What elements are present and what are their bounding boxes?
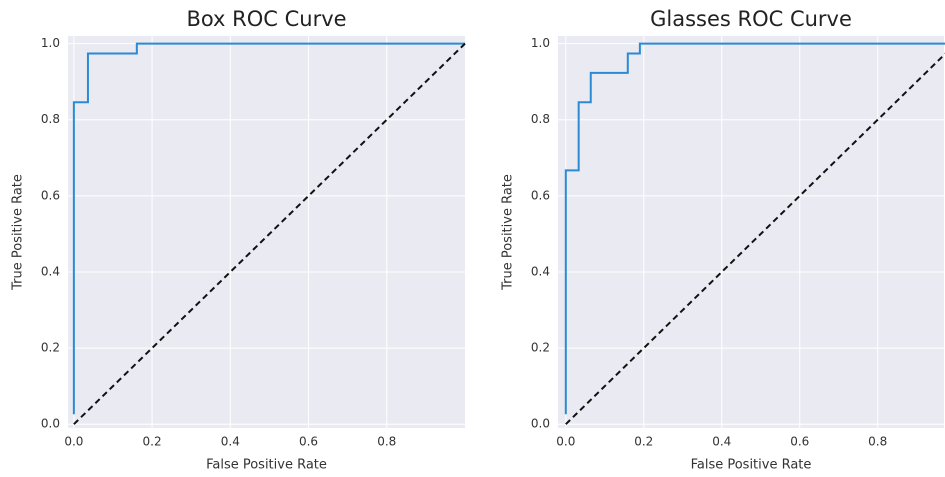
chart-title: Box ROC Curve: [186, 7, 346, 31]
x-tick-label: 0.0: [64, 435, 83, 449]
y-tick-label: 0.6: [41, 188, 60, 202]
y-tick-label: 0.4: [41, 264, 60, 278]
y-tick-label: 0.8: [41, 112, 60, 126]
x-tick-label: 0.4: [712, 435, 731, 449]
x-tick-label: 0.8: [868, 435, 887, 449]
y-tick-label: 0.0: [41, 417, 60, 431]
y-tick-label: 0.2: [41, 341, 60, 355]
x-tick-label: 0.6: [299, 435, 318, 449]
y-tick-label: 0.6: [531, 188, 550, 202]
x-tick-label: 0.2: [143, 435, 162, 449]
y-tick-label: 0.4: [531, 264, 550, 278]
y-axis-label: True Positive Rate: [501, 174, 516, 291]
x-tick-label: 0.6: [790, 435, 809, 449]
x-tick-label: 0.0: [556, 435, 575, 449]
x-tick-label: 0.8: [377, 435, 396, 449]
roc-curve: [72, 42, 465, 415]
x-axis-label: False Positive Rate: [691, 458, 812, 473]
y-tick-label: 0.2: [531, 341, 550, 355]
y-tick-label: 1.0: [531, 36, 550, 50]
reference-line: [73, 42, 466, 425]
reference-line: [565, 52, 945, 425]
y-tick-label: 0.8: [531, 112, 550, 126]
y-tick-label: 1.0: [41, 36, 60, 50]
roc-curve: [564, 42, 945, 415]
x-tick-label: 0.2: [634, 435, 653, 449]
y-axis-label: True Positive Rate: [11, 174, 26, 291]
x-axis-label: False Positive Rate: [206, 458, 327, 473]
chart-title: Glasses ROC Curve: [650, 7, 852, 31]
x-tick-label: 0.4: [221, 435, 240, 449]
plot-area: [558, 36, 944, 428]
plot-area: [68, 36, 465, 428]
y-tick-label: 0.0: [531, 417, 550, 431]
